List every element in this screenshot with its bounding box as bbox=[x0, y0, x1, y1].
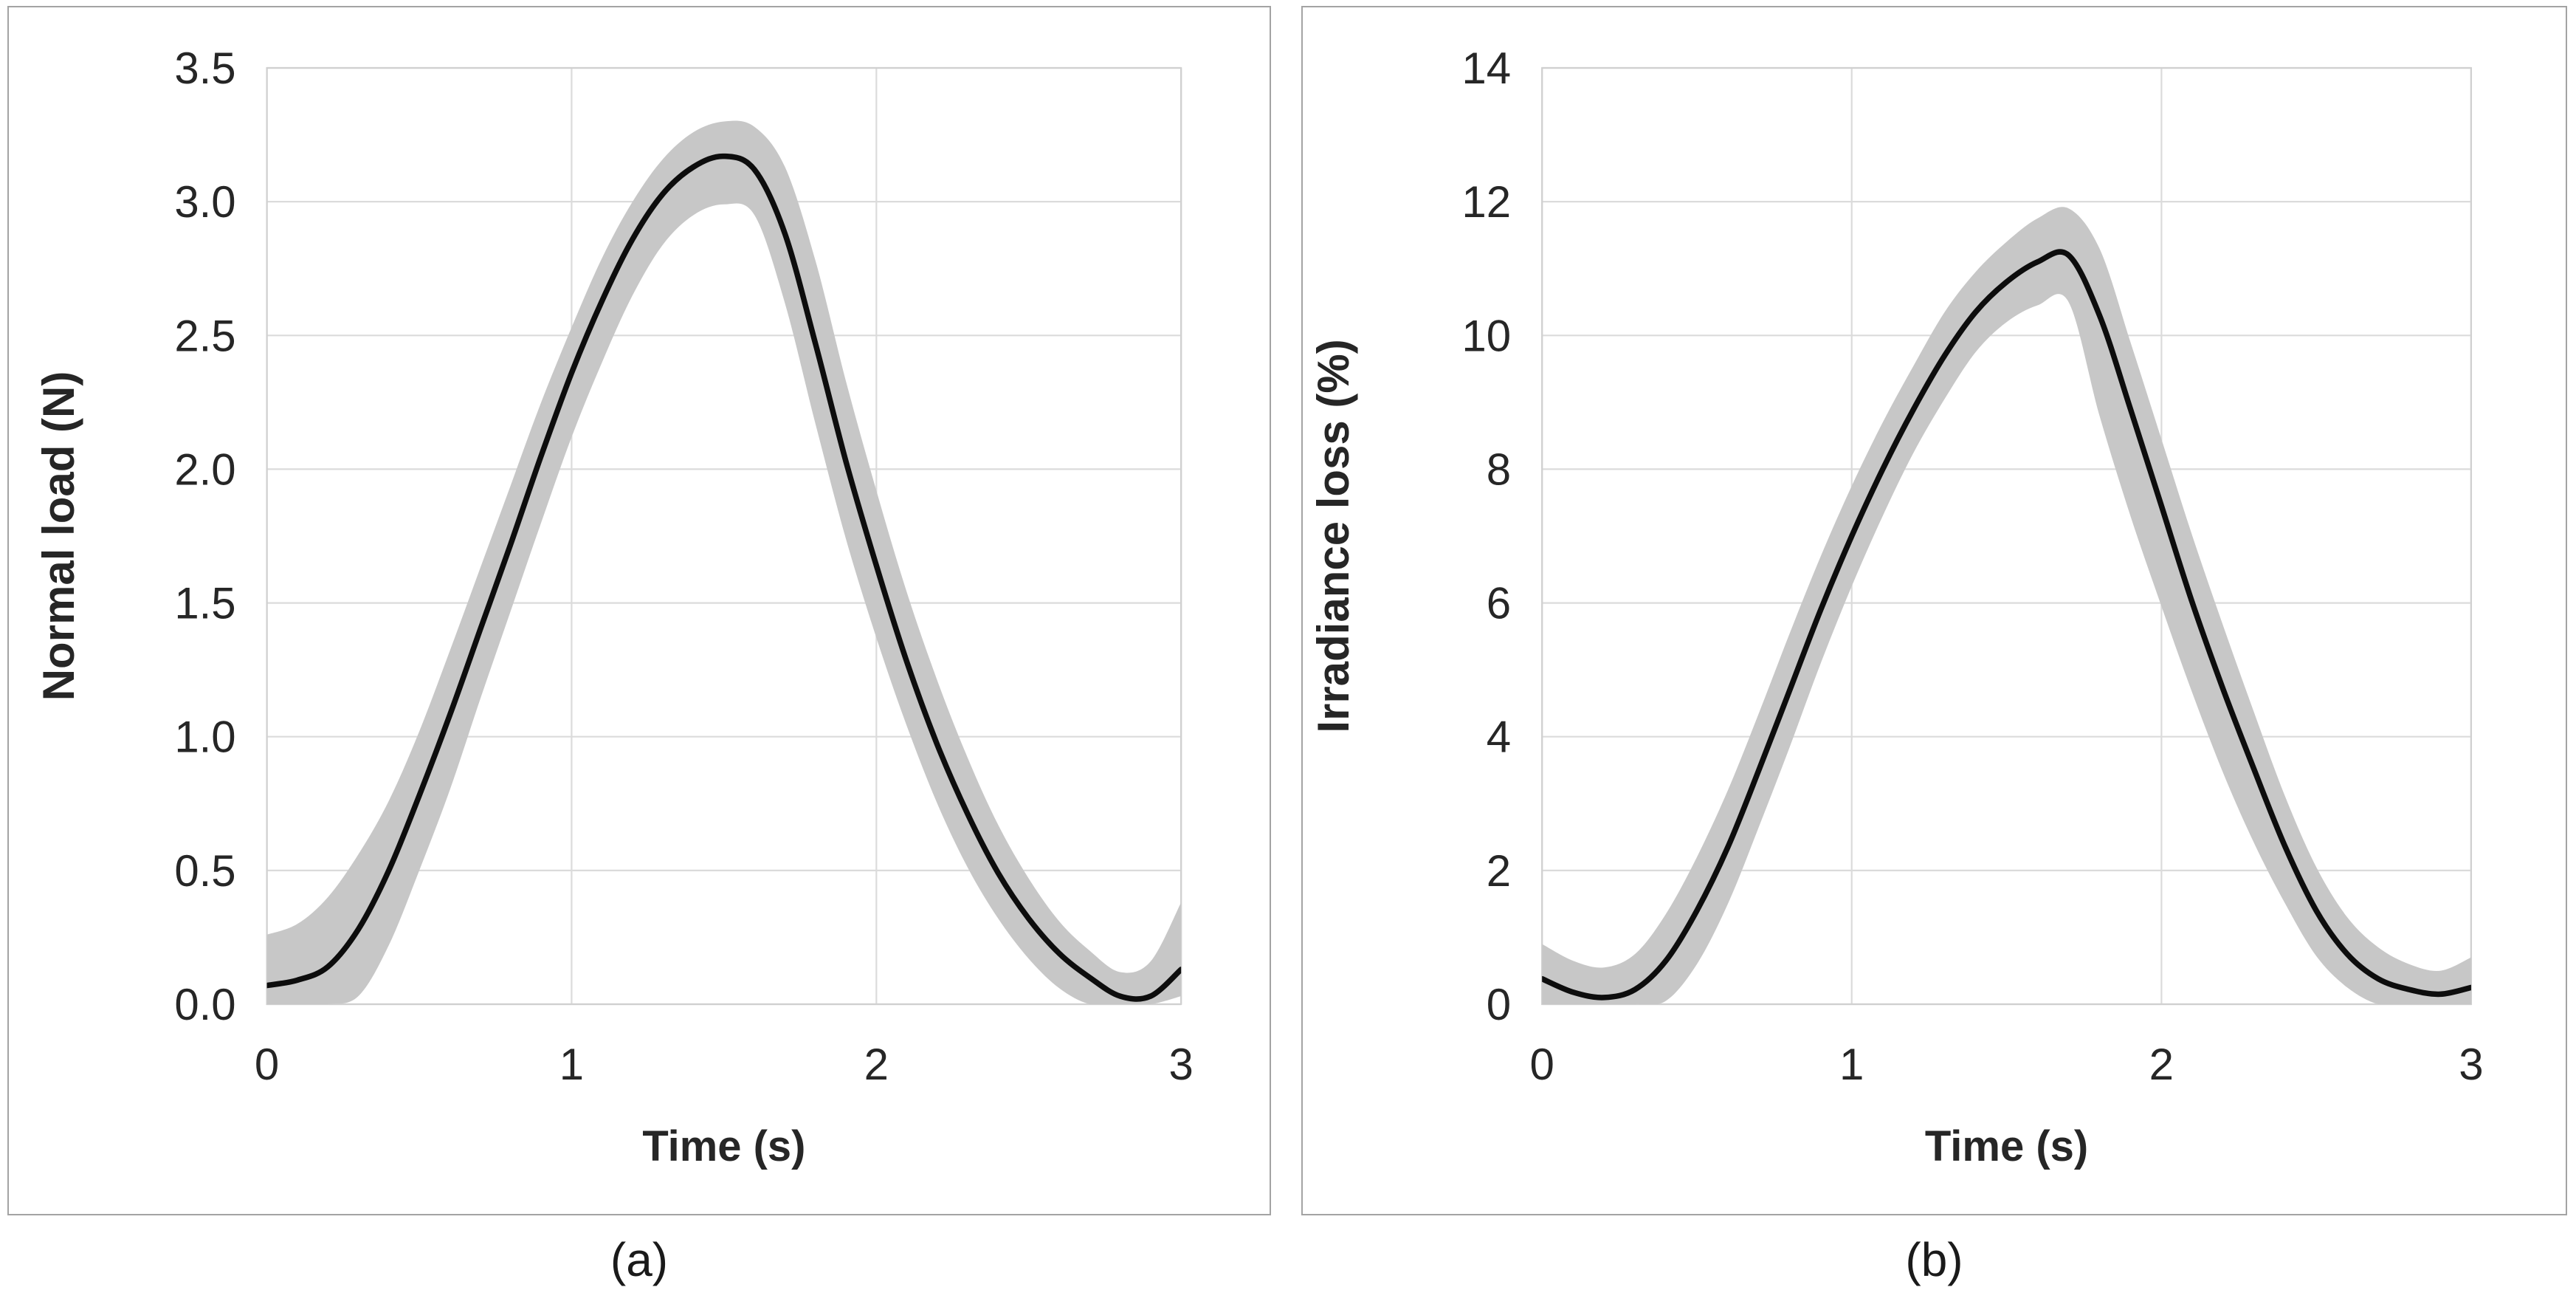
y-tick-label: 14 bbox=[1461, 44, 1511, 93]
chart-normal-load: 0.0 0.5 1.0 1.5 2.0 2.5 3.0 3.5 0 1 2 3 Normal load … bbox=[9, 7, 1270, 1214]
y-tick-label: 2.5 bbox=[174, 311, 235, 360]
panel-b-caption: (b) bbox=[1905, 1233, 1963, 1286]
x-tick-label: 0 bbox=[1529, 1040, 1554, 1089]
x-tick-label: 2 bbox=[2149, 1040, 2174, 1089]
chart-irradiance-loss: 0 2 4 6 8 10 12 14 0 1 2 3 Irradiance loss (%) Time (… bbox=[1303, 7, 2566, 1214]
y-tick-label: 1.0 bbox=[174, 713, 235, 762]
y-tick-label: 0 bbox=[1487, 980, 1511, 1029]
uncertainty-band bbox=[266, 120, 1182, 1004]
y-tick-label: 12 bbox=[1461, 177, 1511, 227]
plot-border bbox=[1541, 66, 2473, 1006]
chart-svg: 0.0 0.5 1.0 1.5 2.0 2.5 3.0 3.5 0 1 2 3 Normal load … bbox=[34, 44, 1194, 1170]
x-tick-label: 1 bbox=[1839, 1040, 1864, 1089]
x-tick-label: 1 bbox=[559, 1040, 584, 1089]
x-tick-label: 3 bbox=[1168, 1040, 1193, 1089]
x-axis-title: Time (s) bbox=[642, 1123, 805, 1170]
y-tick-label: 1.5 bbox=[174, 579, 235, 628]
y-tick-label: 8 bbox=[1487, 445, 1511, 494]
y-tick-label: 0.0 bbox=[174, 980, 235, 1029]
y-axis-title: Normal load (N) bbox=[34, 371, 83, 701]
uncertainty-band bbox=[1542, 207, 2471, 1004]
y-tick-label: 0.5 bbox=[174, 846, 235, 896]
x-tick-label: 0 bbox=[255, 1040, 279, 1089]
panel-a-caption: (a) bbox=[610, 1233, 669, 1286]
y-tick-label: 4 bbox=[1487, 713, 1511, 762]
y-tick-label: 3.0 bbox=[174, 177, 235, 227]
mean-line bbox=[266, 153, 1182, 1002]
y-tick-label: 10 bbox=[1461, 311, 1511, 360]
x-axis-title: Time (s) bbox=[1925, 1122, 2088, 1170]
x-tick-label: 3 bbox=[2459, 1040, 2483, 1089]
panel-a: 0.0 0.5 1.0 1.5 2.0 2.5 3.0 3.5 0 1 2 3 Normal load … bbox=[7, 6, 1271, 1215]
y-tick-label: 2.0 bbox=[174, 445, 235, 494]
y-tick-label: 3.5 bbox=[174, 44, 235, 93]
y-axis-title: Irradiance loss (%) bbox=[1309, 339, 1358, 732]
plot-border bbox=[266, 66, 1182, 1006]
y-tick-label: 2 bbox=[1487, 846, 1511, 896]
x-tick-label: 2 bbox=[864, 1040, 889, 1089]
panel-b: 0 2 4 6 8 10 12 14 0 1 2 3 Irradiance loss (%) Time (… bbox=[1301, 6, 2567, 1215]
mean-line bbox=[1542, 249, 2471, 1001]
y-tick-label: 6 bbox=[1487, 579, 1511, 628]
